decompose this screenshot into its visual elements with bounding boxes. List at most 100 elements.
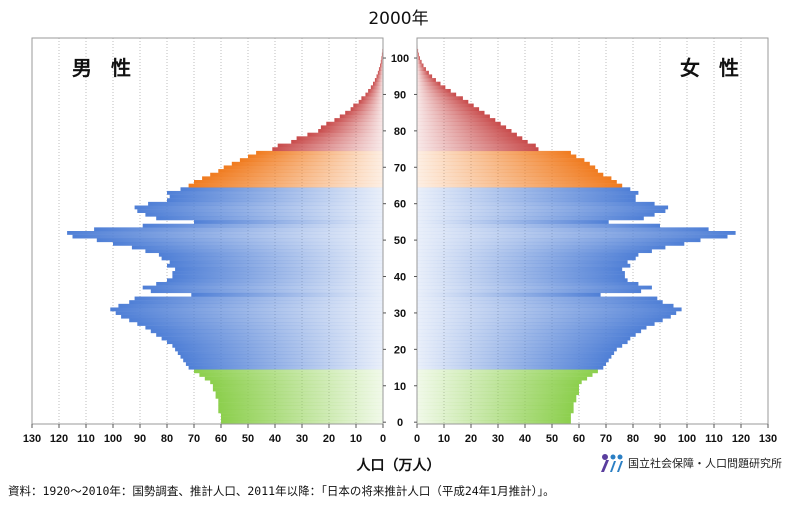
male-bar-age-69 [218,169,383,173]
female-bar-age-63 [417,190,639,195]
age-tick-label: 40 [394,272,406,284]
female-x-tick-label: 30 [492,433,504,445]
male-bar-age-6 [218,398,383,403]
female-x-tick-label: 10 [438,433,450,445]
male-bar-age-26 [145,325,383,330]
male-bar-age-16 [185,362,383,366]
female-bar-age-35 [417,292,601,297]
male-bar-age-58 [137,209,383,213]
male-bar-age-99 [380,59,383,64]
female-bar-age-70 [417,165,596,170]
age-tick-label: 60 [394,199,406,211]
female-bar-age-87 [417,103,474,108]
female-bar-age-44 [417,260,628,264]
female-bar-age-57 [417,212,655,217]
female-bar-age-14 [417,369,598,374]
female-bar-age-40 [417,274,625,279]
female-x-tick-label: 40 [519,433,531,445]
female-bar-age-32 [417,303,674,308]
female-plot-frame [416,37,769,425]
female-bar-age-96 [417,70,429,75]
female-bar-age-79 [417,132,517,137]
female-bar-age-51 [417,234,728,239]
x-axis-label: 人口（万人） [356,458,441,474]
male-bar-age-24 [156,332,383,337]
female-bar-age-65 [417,183,623,188]
male-bar-age-12 [204,376,383,381]
male-bar-age-75 [272,147,383,152]
female-bar-age-95 [417,74,433,79]
female-bar-age-67 [417,176,612,181]
female-bar-age-41 [417,271,625,275]
male-bar-age-81 [320,125,383,130]
female-bar-age-31 [417,307,682,312]
age-tick-label: 20 [394,344,406,356]
male-x-tick-label: 120 [50,433,68,445]
chart-title: 2000年 [368,9,429,29]
female-bar-age-58 [417,209,666,213]
male-x-tick-label: 60 [215,433,227,445]
male-bar-age-61 [167,198,383,203]
male-bar-age-0 [221,420,383,425]
male-x-tick-label: 130 [23,433,41,445]
female-bar-age-34 [417,296,658,301]
male-bar-age-90 [365,92,383,97]
male-bar-age-80 [318,129,383,133]
male-bar-age-97 [378,67,383,71]
female-bar-age-59 [417,205,669,210]
male-bar-age-76 [277,143,383,148]
male-bar-age-15 [188,365,383,370]
female-bar-age-2 [417,413,571,417]
female-bar-age-19 [417,351,615,356]
female-bar-age-84 [417,114,490,119]
female-bar-age-7 [417,394,577,399]
male-bar-age-68 [210,172,383,177]
female-bar-age-16 [417,362,606,366]
female-bar-age-9 [417,387,579,392]
female-x-tick-label: 70 [600,433,612,445]
male-bar-age-33 [129,300,383,305]
female-bar-age-36 [417,289,642,294]
female-bar-age-76 [417,143,536,148]
male-bar-age-35 [191,292,383,297]
female-bar-age-71 [417,161,590,166]
male-bar-age-94 [374,78,383,82]
female-bar-age-23 [417,336,631,341]
female-bar-age-38 [417,281,639,286]
male-bar-age-83 [334,118,383,122]
male-bar-age-55 [194,220,383,224]
female-bar-age-73 [417,154,577,159]
female-x-tick-label: 0 [414,433,420,445]
female-bar-age-30 [417,311,677,315]
female-bar-age-89 [417,96,463,101]
female-label: 女 性 [680,56,745,80]
male-bar-age-27 [137,322,383,326]
male-bar-age-41 [172,271,383,275]
age-tick-label: 100 [391,53,409,65]
female-x-tick-label: 80 [627,433,639,445]
male-bar-age-78 [296,136,383,141]
female-bar-age-4 [417,405,574,410]
female-bar-age-47 [417,249,652,254]
male-bar-age-74 [256,150,383,155]
male-bar-age-52 [67,231,383,235]
female-bar-age-6 [417,398,577,403]
male-bar-age-67 [202,176,383,181]
female-bar-age-53 [417,227,709,232]
male-bar-age-18 [180,354,383,359]
female-x-tick-label: 130 [759,433,777,445]
male-bar-age-7 [215,394,383,399]
female-bar-age-52 [417,231,736,235]
male-bar-age-14 [194,369,383,374]
male-x-tick-label: 80 [161,433,173,445]
male-bar-age-19 [177,351,383,356]
male-bar-age-100 [381,56,383,61]
age-tick-label: 0 [397,417,403,429]
male-bar-age-38 [156,281,383,286]
male-bar-age-21 [172,343,383,348]
female-bar-age-88 [417,99,469,104]
female-bar-age-97 [417,67,426,71]
female-bar-age-74 [417,150,571,155]
male-bar-age-91 [368,88,383,93]
female-x-tick-label: 20 [465,433,477,445]
